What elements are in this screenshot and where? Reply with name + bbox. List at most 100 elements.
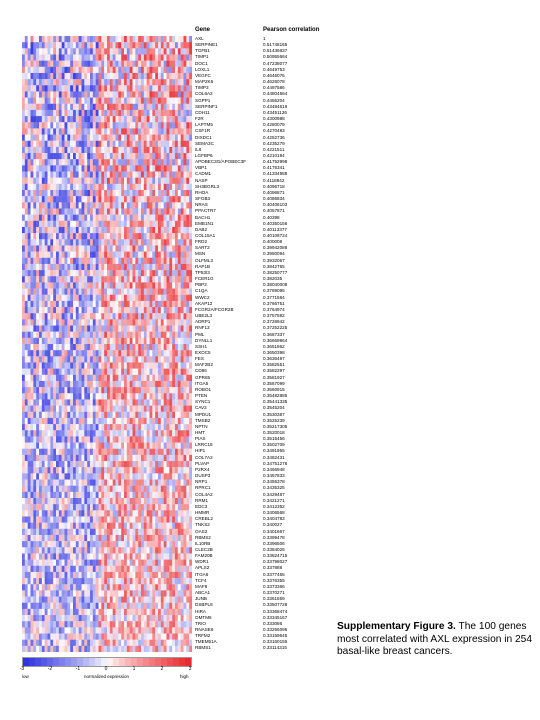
heatmap-cell xyxy=(160,479,164,486)
heatmap-cell xyxy=(30,393,34,400)
heatmap-cell xyxy=(152,467,156,474)
heatmap-cell xyxy=(75,362,79,369)
heatmap-cell xyxy=(160,448,164,456)
heatmap-cell xyxy=(39,504,42,511)
heatmap-cell xyxy=(53,140,57,148)
heatmap-cell xyxy=(78,479,82,486)
heatmap-cell xyxy=(58,60,62,67)
heatmap-cell xyxy=(124,399,127,406)
heatmap-cell xyxy=(107,325,110,332)
heatmap-cell xyxy=(124,190,127,197)
heatmap-cell xyxy=(121,282,125,289)
heatmap-cell xyxy=(24,368,28,375)
heatmap-cell xyxy=(84,461,88,468)
heatmap-cell xyxy=(50,405,54,412)
heatmap-cell xyxy=(64,97,68,104)
heatmap-cell xyxy=(53,270,57,277)
heatmap-cell xyxy=(47,454,51,462)
heatmap-cell xyxy=(160,66,164,74)
heatmap-cell xyxy=(33,153,37,160)
heatmap-cell xyxy=(143,344,147,351)
heatmap-cell xyxy=(98,282,102,289)
heatmap-cell xyxy=(41,331,45,338)
heatmap-cell xyxy=(189,72,192,80)
heatmap-cell xyxy=(92,467,96,474)
heatmap-cell xyxy=(98,473,102,480)
heatmap-cell xyxy=(64,337,68,345)
heatmap-cell xyxy=(169,122,173,129)
heatmap-cell xyxy=(98,491,102,499)
heatmap-cell xyxy=(44,109,48,117)
heatmap-cell xyxy=(41,202,45,209)
heatmap-cell xyxy=(56,485,59,492)
heatmap-cell xyxy=(50,202,54,209)
heatmap-cell xyxy=(50,276,54,283)
heatmap-cell xyxy=(126,165,130,172)
heatmap-cell xyxy=(44,356,48,363)
heatmap-cell xyxy=(95,42,99,49)
heatmap-cell xyxy=(58,245,62,252)
heatmap-cell xyxy=(109,387,113,394)
heatmap-cell xyxy=(175,356,178,363)
heatmap-cell xyxy=(124,153,127,160)
heatmap-cell xyxy=(186,171,190,178)
heatmap-cell xyxy=(129,473,133,480)
heatmap-cell xyxy=(160,528,164,536)
heatmap-cell xyxy=(175,387,178,394)
heatmap-cell xyxy=(73,467,76,474)
heatmap-cell xyxy=(56,387,59,394)
heatmap-cell xyxy=(115,214,119,221)
heatmap-cell xyxy=(81,153,85,160)
heatmap-cell xyxy=(90,36,93,43)
heatmap-cell xyxy=(84,214,88,221)
heatmap-cell xyxy=(44,344,48,351)
heatmap-cell xyxy=(41,393,45,400)
heatmap-cell xyxy=(121,331,125,338)
heatmap-cell xyxy=(132,42,136,49)
heatmap-cell xyxy=(22,276,25,283)
heatmap-cell xyxy=(175,380,178,388)
heatmap-cell xyxy=(58,140,62,148)
heatmap-cell xyxy=(124,374,127,382)
heatmap-cell xyxy=(152,276,156,283)
heatmap-cell xyxy=(138,411,142,419)
heatmap-cell xyxy=(158,319,161,326)
heatmap-cell xyxy=(109,362,113,369)
heatmap-cell xyxy=(158,424,161,431)
heatmap-cell xyxy=(78,541,82,548)
heatmap-cell xyxy=(158,294,161,302)
heatmap-cell xyxy=(33,510,37,517)
heatmap-cell xyxy=(183,128,187,135)
heatmap-cell xyxy=(112,534,116,542)
heatmap-cell xyxy=(118,436,122,443)
heatmap-cell xyxy=(132,368,136,375)
heatmap-cell xyxy=(67,263,71,271)
heatmap-cell xyxy=(112,442,116,449)
heatmap-cell xyxy=(22,356,25,363)
heatmap-cell xyxy=(90,399,93,406)
heatmap-cell xyxy=(186,411,190,419)
heatmap-cell xyxy=(24,424,28,431)
heatmap-cell xyxy=(115,183,119,191)
heatmap-cell xyxy=(81,424,85,431)
heatmap-cell xyxy=(27,448,31,456)
heatmap-cell xyxy=(84,313,88,320)
heatmap-cell xyxy=(163,239,167,246)
heatmap-cell xyxy=(121,337,125,345)
heatmap-cell xyxy=(95,522,99,529)
heatmap-cell xyxy=(180,134,184,141)
heatmap-cell xyxy=(107,165,110,172)
heatmap-cell xyxy=(53,485,57,492)
heatmap-cell xyxy=(121,491,125,499)
heatmap-cell xyxy=(160,362,164,369)
heatmap-cell xyxy=(126,196,130,203)
heatmap-cell xyxy=(166,214,170,221)
heatmap-cell xyxy=(30,387,34,394)
heatmap-cell xyxy=(155,103,159,111)
heatmap-cell xyxy=(41,226,45,234)
heatmap-cell xyxy=(67,319,71,326)
heatmap-cell xyxy=(126,97,130,104)
heatmap-cell xyxy=(169,214,173,221)
heatmap-cell xyxy=(135,516,139,523)
heatmap-cell xyxy=(107,91,110,98)
